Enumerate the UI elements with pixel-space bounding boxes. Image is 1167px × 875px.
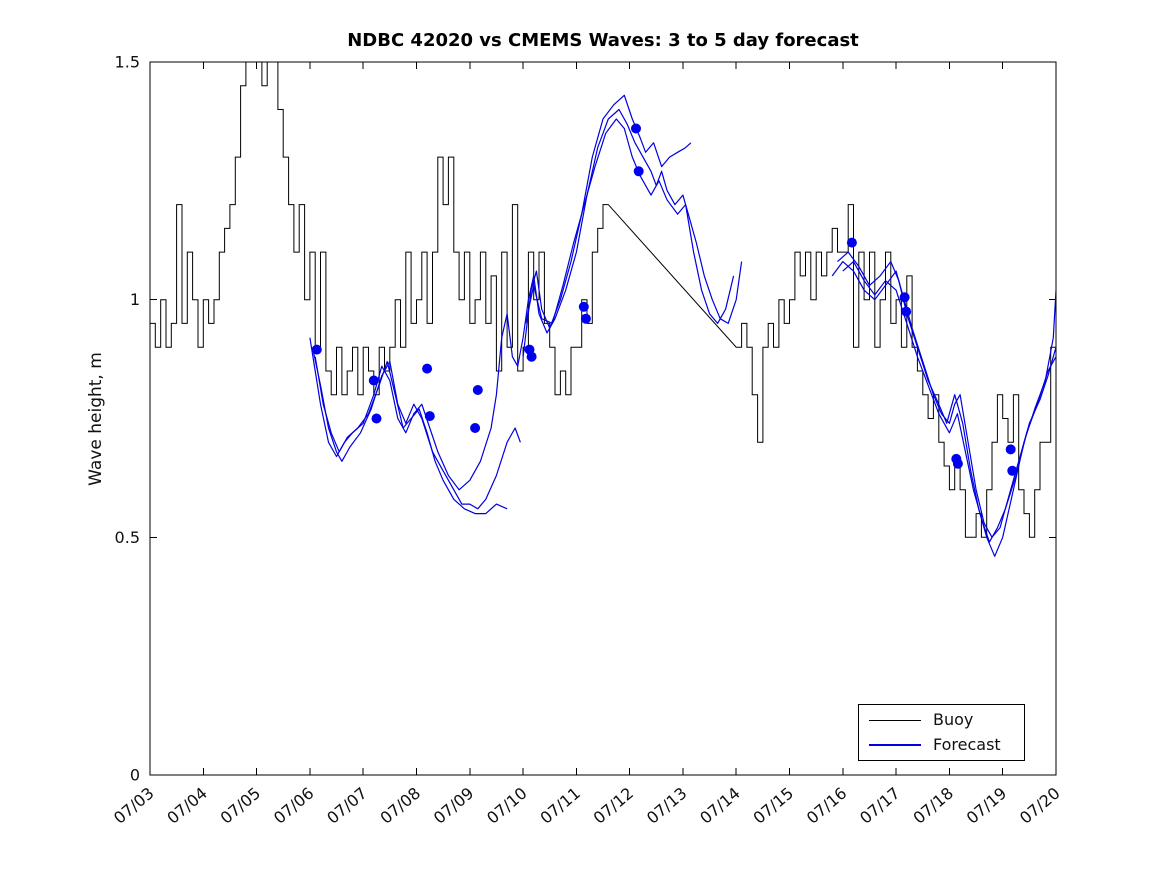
buoy-line-sample <box>869 719 921 721</box>
x-tick-label: 07/19 <box>963 784 1011 828</box>
x-tick-label: 07/20 <box>1016 784 1064 828</box>
forecast-marker <box>311 344 322 355</box>
forecast-line-sample <box>869 744 921 746</box>
forecast-line <box>309 108 743 491</box>
x-tick-label: 07/17 <box>856 784 904 828</box>
x-tick-label: 07/16 <box>803 784 851 828</box>
forecast-line <box>311 347 521 510</box>
legend-item-buoy: Buoy <box>859 708 1024 732</box>
forecast-marker <box>631 123 641 134</box>
x-tick-label: 07/06 <box>270 784 318 828</box>
y-tick-label: 1.5 <box>115 53 140 72</box>
x-tick-label: 07/18 <box>909 784 957 828</box>
x-tick-label: 07/05 <box>217 784 265 828</box>
y-axis-label: Wave height, m <box>86 352 106 486</box>
forecast-marker <box>633 166 644 177</box>
forecast-line <box>831 261 1056 538</box>
forecast-marker <box>899 292 910 303</box>
buoy-line <box>150 62 1056 538</box>
x-tick-label: 07/08 <box>377 784 425 828</box>
forecast-marker <box>371 413 382 424</box>
forecast-marker <box>901 306 912 317</box>
x-tick-label: 07/03 <box>110 784 158 828</box>
y-tick-label: 0.5 <box>115 528 140 547</box>
forecast-marker <box>422 363 433 374</box>
forecast-marker <box>526 351 537 362</box>
forecast-line <box>314 356 508 515</box>
x-tick-label: 07/07 <box>323 784 371 828</box>
legend-label-buoy: Buoy <box>933 710 974 729</box>
x-tick-label: 07/13 <box>643 784 691 828</box>
chart-title: NDBC 42020 vs CMEMS Waves: 3 to 5 day fo… <box>347 30 859 51</box>
forecast-marker <box>470 423 481 433</box>
forecast-marker <box>1007 465 1018 476</box>
forecast-line <box>525 118 735 324</box>
forecast-line <box>842 261 1056 543</box>
y-tick-label: 0 <box>130 766 140 785</box>
forecast-marker <box>952 458 963 469</box>
forecast-line <box>837 251 1056 557</box>
x-tick-label: 07/11 <box>536 784 584 828</box>
legend-item-forecast: Forecast <box>859 733 1024 757</box>
forecast-marker <box>424 411 435 422</box>
x-tick-label: 07/12 <box>590 784 638 828</box>
x-tick-label: 07/10 <box>483 784 531 828</box>
x-tick-label: 07/04 <box>163 784 211 828</box>
legend: Buoy Forecast <box>858 704 1025 761</box>
x-tick-label: 07/15 <box>750 784 798 828</box>
y-tick-label: 1 <box>130 290 140 309</box>
forecast-marker <box>578 301 589 312</box>
forecast-marker <box>472 385 483 395</box>
forecast-marker <box>846 237 857 248</box>
axes-box <box>149 61 1057 776</box>
x-tick-label: 07/09 <box>430 784 478 828</box>
x-tick-label: 07/14 <box>696 784 744 828</box>
forecast-line <box>522 94 692 357</box>
forecast-marker <box>1005 444 1016 455</box>
legend-label-forecast: Forecast <box>933 735 1001 754</box>
forecast-marker <box>368 375 379 386</box>
forecast-marker <box>580 313 591 324</box>
